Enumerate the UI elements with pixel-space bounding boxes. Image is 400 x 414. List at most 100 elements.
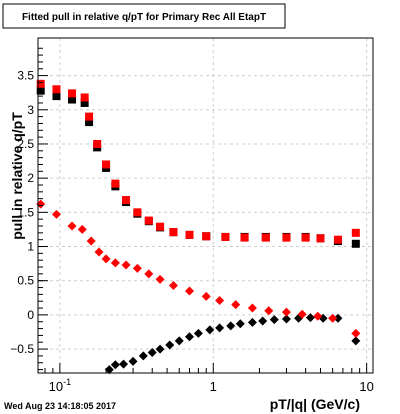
data-point xyxy=(215,296,225,306)
data-point xyxy=(80,93,89,102)
data-point xyxy=(201,291,211,301)
data-point xyxy=(226,321,236,331)
data-point xyxy=(247,317,257,327)
data-point xyxy=(169,228,178,237)
data-point xyxy=(313,311,323,321)
data-point xyxy=(93,139,102,148)
data-point xyxy=(301,233,310,242)
data-point xyxy=(351,328,361,338)
series-1 xyxy=(36,79,360,244)
data-point xyxy=(80,98,89,107)
data-point xyxy=(269,315,279,325)
x-tick-label: 1 xyxy=(210,379,217,394)
data-point xyxy=(51,209,61,219)
data-point xyxy=(67,221,77,231)
y-tick-label: 2.5 xyxy=(17,137,34,151)
x-axis-ticks xyxy=(44,363,368,373)
data-point xyxy=(155,344,165,354)
data-point xyxy=(85,118,94,127)
x-axis-tick-labels: 10-1 1 10 xyxy=(49,377,374,394)
data-point xyxy=(121,260,131,270)
data-point xyxy=(52,92,61,101)
data-point xyxy=(110,258,120,268)
data-point xyxy=(110,360,120,370)
y-tick-label: 1 xyxy=(27,240,34,254)
data-layer xyxy=(36,79,361,375)
y-tick-label: 3.5 xyxy=(17,69,34,83)
data-point xyxy=(144,216,153,225)
data-point xyxy=(132,263,142,273)
data-point xyxy=(240,233,249,242)
y-axis-ticks xyxy=(38,47,48,371)
y-tick-label: 0.5 xyxy=(17,274,34,288)
series-3 xyxy=(36,199,361,338)
data-point xyxy=(258,316,268,326)
y-tick-label: 2 xyxy=(27,171,34,185)
data-point xyxy=(185,332,195,342)
data-point xyxy=(305,313,315,323)
y-axis-label: pull in relative q/pT xyxy=(9,112,25,240)
series-0 xyxy=(36,86,360,248)
data-point xyxy=(155,274,165,284)
title-box xyxy=(2,3,286,29)
x-tick-label: 10 xyxy=(359,379,373,394)
y-tick-label: 3 xyxy=(27,103,34,117)
data-point xyxy=(77,224,87,234)
y-tick-label: 0 xyxy=(27,308,34,322)
x-tick-label: 10-1 xyxy=(49,377,71,394)
data-point xyxy=(68,89,77,98)
data-point xyxy=(133,208,142,217)
y-tick-label: −0.5 xyxy=(10,342,34,356)
data-point xyxy=(185,286,195,296)
chart-title: Fitted pull in relative q/pT for Primary… xyxy=(22,12,266,23)
data-point xyxy=(281,314,291,324)
data-point xyxy=(165,340,175,350)
data-point xyxy=(235,319,245,329)
data-point xyxy=(52,85,61,94)
data-point xyxy=(316,234,325,243)
data-point xyxy=(221,232,230,241)
data-point xyxy=(36,86,45,95)
data-point xyxy=(215,323,225,333)
data-point xyxy=(351,336,361,346)
data-point xyxy=(351,239,360,248)
series-2 xyxy=(104,313,361,375)
data-point xyxy=(138,351,148,361)
data-point xyxy=(261,233,270,242)
y-tick-label: 1.5 xyxy=(17,205,34,219)
data-point xyxy=(101,254,111,264)
data-point xyxy=(328,313,338,323)
data-point xyxy=(333,313,343,323)
data-point xyxy=(94,247,104,257)
data-point xyxy=(205,325,215,335)
data-point xyxy=(351,228,360,237)
data-point xyxy=(111,179,120,188)
data-point xyxy=(282,233,291,242)
data-point xyxy=(86,236,96,246)
data-point xyxy=(193,328,203,338)
y-axis-tick-labels: −0.5 0 0.5 1 1.5 2 2.5 3 3.5 xyxy=(10,69,34,356)
data-point xyxy=(247,303,257,313)
data-point xyxy=(297,309,307,319)
data-point xyxy=(85,112,94,121)
data-point xyxy=(264,306,274,316)
data-point xyxy=(231,300,241,310)
data-point xyxy=(122,196,131,205)
timestamp: Wed Aug 23 14:18:05 2017 xyxy=(4,401,116,411)
data-point xyxy=(119,359,129,369)
data-point xyxy=(156,222,165,231)
data-point xyxy=(128,356,138,366)
data-point xyxy=(36,79,45,88)
data-point xyxy=(333,235,342,244)
data-point xyxy=(104,365,114,375)
data-point xyxy=(102,160,111,169)
plot-frame xyxy=(37,37,374,374)
data-point xyxy=(202,232,211,241)
x-axis-label: pT/|q| (GeV/c) xyxy=(270,396,360,412)
data-point xyxy=(174,336,184,346)
data-point xyxy=(144,269,154,279)
data-point xyxy=(68,95,77,104)
data-point xyxy=(168,280,178,290)
grid xyxy=(38,38,373,373)
